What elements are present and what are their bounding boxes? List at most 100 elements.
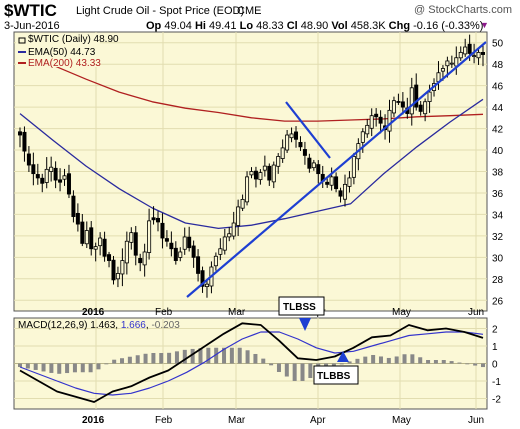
candle-body bbox=[418, 104, 423, 112]
candle-body bbox=[124, 240, 129, 264]
histogram-bar bbox=[41, 363, 46, 372]
histogram-bar bbox=[72, 363, 77, 373]
candle-body bbox=[169, 242, 174, 250]
histogram-bar bbox=[143, 353, 148, 364]
macd-x-axis: 2016 Feb Mar Apr May Jun bbox=[82, 415, 484, 426]
price-y-tick: 30 bbox=[492, 253, 504, 264]
candle-body bbox=[160, 222, 165, 239]
macd-legend-signal: 1.666 bbox=[121, 320, 146, 331]
macd-legend-sep2: , bbox=[146, 320, 152, 331]
candle-body bbox=[98, 237, 103, 247]
histogram-bar bbox=[394, 356, 399, 364]
histogram-bar bbox=[473, 363, 478, 366]
tlbss-callout: TLBSS bbox=[278, 296, 325, 331]
macd-path bbox=[19, 322, 484, 403]
candle-body bbox=[156, 217, 161, 223]
macd-y-tick: -2 bbox=[492, 395, 501, 406]
candle-body bbox=[271, 164, 276, 183]
macd-x-tick: 2016 bbox=[82, 415, 105, 426]
macd-signal-line bbox=[19, 331, 484, 396]
candle-body bbox=[347, 177, 352, 187]
volume-label: Vol bbox=[331, 20, 348, 32]
candle-body bbox=[360, 131, 365, 143]
histogram-bar bbox=[33, 363, 38, 370]
chart-exchange: CME bbox=[237, 5, 262, 17]
histogram-bar bbox=[402, 354, 407, 364]
price-y-tick: 48 bbox=[492, 60, 504, 71]
candle-body bbox=[142, 251, 147, 266]
candle-body bbox=[253, 170, 258, 180]
histogram-bar bbox=[214, 347, 219, 364]
histogram-bar bbox=[25, 363, 30, 369]
price-y-tick: 44 bbox=[492, 103, 504, 114]
price-y-tick: 34 bbox=[492, 210, 504, 221]
candle-body bbox=[182, 236, 187, 250]
price-y-tick: 42 bbox=[492, 125, 504, 136]
candle-body bbox=[445, 60, 450, 67]
quote-summary: Op 49.04 Hi 49.41 Lo 48.33 Cl 48.90 Vol … bbox=[146, 20, 483, 32]
macd-legend-histogram: -0.203 bbox=[151, 320, 180, 331]
histogram-bar bbox=[284, 363, 289, 377]
candle-body bbox=[338, 190, 343, 197]
histogram-bar bbox=[49, 363, 54, 373]
candle-body bbox=[53, 167, 58, 181]
open-label: Op bbox=[146, 20, 162, 32]
candle-body bbox=[365, 124, 370, 135]
candle-body bbox=[458, 51, 463, 59]
candle-body bbox=[17, 131, 22, 136]
ema200-line bbox=[19, 44, 484, 122]
histogram-bar bbox=[418, 357, 423, 364]
price-y-tick: 36 bbox=[492, 189, 504, 200]
candle-body bbox=[200, 270, 205, 287]
candle-body bbox=[258, 172, 263, 181]
candle-body bbox=[440, 68, 445, 72]
histogram-bar bbox=[457, 362, 462, 364]
candle-body bbox=[102, 238, 107, 257]
candle-body bbox=[66, 173, 71, 195]
histogram-bar bbox=[159, 353, 164, 364]
candle-body bbox=[400, 101, 405, 108]
histogram-bar bbox=[167, 352, 172, 364]
candle-body bbox=[71, 195, 76, 217]
histogram-bar bbox=[441, 360, 446, 364]
histogram-bar bbox=[449, 361, 454, 364]
histogram-bar bbox=[355, 358, 360, 364]
candle-body bbox=[262, 165, 267, 171]
histogram-bar bbox=[339, 363, 344, 365]
candle-body bbox=[240, 198, 245, 209]
candle-body bbox=[107, 254, 112, 261]
histogram-bar bbox=[481, 363, 485, 368]
candle-body bbox=[316, 164, 321, 175]
histogram-bar bbox=[308, 363, 313, 379]
candle-body bbox=[311, 162, 316, 169]
histogram-bar bbox=[229, 347, 234, 364]
trendlines bbox=[186, 41, 487, 298]
change-label: Chg bbox=[388, 20, 411, 32]
histogram-bar bbox=[18, 363, 22, 367]
candle-body bbox=[58, 179, 63, 183]
price-y-tick: 32 bbox=[492, 232, 504, 243]
candle-body bbox=[147, 220, 152, 253]
candle-body bbox=[249, 171, 254, 176]
candle-body bbox=[164, 238, 169, 242]
histogram-bar bbox=[96, 363, 101, 370]
candle-body bbox=[31, 164, 36, 175]
histogram-bar bbox=[65, 363, 70, 374]
close-label: Cl bbox=[286, 20, 298, 32]
candle-body bbox=[463, 46, 468, 55]
candle-body bbox=[35, 174, 40, 179]
histogram-bar bbox=[465, 363, 470, 365]
macd-y-axis: 2 1 0 -1 -2 bbox=[492, 325, 501, 406]
candle-body bbox=[472, 55, 477, 58]
candle-body bbox=[204, 283, 209, 288]
histogram-bar bbox=[57, 363, 62, 374]
candle-body bbox=[115, 273, 120, 280]
macd-y-tick: 0 bbox=[492, 360, 498, 371]
price-x-tick: May bbox=[392, 307, 411, 318]
histogram-bar bbox=[120, 358, 125, 364]
histogram-bar bbox=[410, 354, 415, 364]
candle-body bbox=[294, 131, 299, 140]
macd-x-tick: Jun bbox=[468, 415, 484, 426]
histogram-bar bbox=[104, 363, 109, 365]
